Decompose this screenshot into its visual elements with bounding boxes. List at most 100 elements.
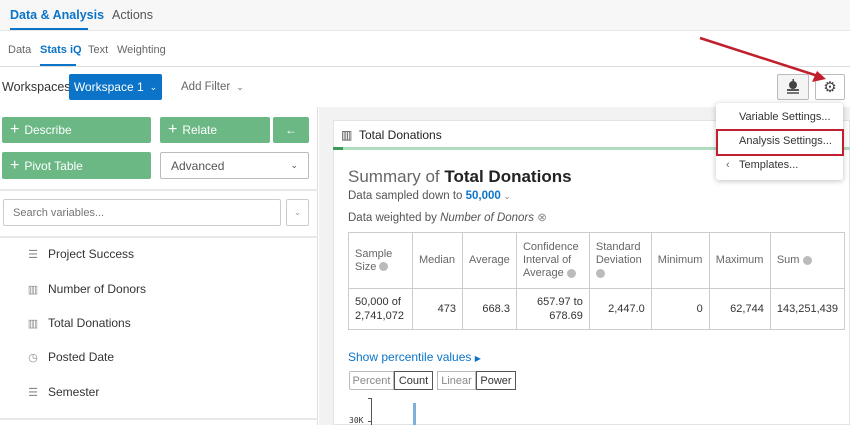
sampled-line: Data sampled down to 50,000 ⌄: [348, 190, 511, 202]
top-nav: Data & Analysis Actions: [0, 0, 850, 31]
workspace-label: Workspace 1: [73, 80, 144, 94]
table-row: 50,000 of 2,741,072 473 668.3 657.97 to …: [348, 288, 846, 330]
cell-minimum: 0: [650, 288, 710, 330]
subtab-data[interactable]: Data: [8, 44, 32, 56]
gear-icon: ⚙: [823, 79, 837, 96]
header-maximum: Maximum: [708, 232, 771, 289]
pivot-table-label: Pivot Table: [24, 158, 83, 173]
highlight-box: [716, 129, 844, 156]
collapse-arrow-button[interactable]: ←: [273, 117, 309, 143]
weight-variable: Number of Donors: [440, 212, 535, 224]
remove-weight-icon[interactable]: ⊗: [537, 212, 547, 224]
menu-item-analysis-settings[interactable]: Analysis Settings...: [739, 135, 832, 147]
search-options-button[interactable]: ⌄: [286, 199, 309, 226]
describe-button[interactable]: + Describe: [2, 117, 151, 143]
show-percentile-link[interactable]: Show percentile values ▶: [348, 350, 481, 364]
chevron-down-icon: ⌄: [149, 81, 158, 92]
summary-table: Sample Size Median Average Confidence In…: [348, 232, 846, 330]
advanced-select[interactable]: Advanced ⌄: [160, 152, 309, 179]
search-variables-input[interactable]: [3, 199, 281, 226]
apple-books-icon: [787, 79, 799, 94]
sampled-prefix: Data sampled down to: [348, 190, 466, 202]
variable-item-semester[interactable]: ☰ Semester: [26, 385, 99, 399]
variable-item-posted-date[interactable]: ◷ Posted Date: [26, 350, 114, 364]
cell-sample-size: 50,000 of 2,741,072: [348, 288, 413, 330]
cell-median: 473: [411, 288, 463, 330]
chevron-down-icon: ⌄: [293, 207, 302, 217]
header-average: Average: [461, 232, 517, 289]
percentile-link-label: Show percentile values: [348, 350, 472, 364]
relate-button[interactable]: + Relate: [160, 117, 270, 143]
settings-menu: Variable Settings... Analysis Settings..…: [716, 103, 843, 180]
menu-item-templates[interactable]: Templates...: [739, 159, 799, 171]
info-icon[interactable]: [566, 268, 576, 278]
plus-icon: +: [10, 156, 20, 174]
sub-nav: Data Stats iQ Text Weighting: [0, 31, 850, 67]
header-minimum: Minimum: [650, 232, 710, 289]
plus-icon: +: [168, 121, 178, 138]
subtab-weighting[interactable]: Weighting: [117, 44, 166, 56]
sample-size-dropdown[interactable]: 50,000: [465, 190, 501, 202]
menu-item-variable-settings[interactable]: Variable Settings...: [739, 111, 831, 123]
divider: [0, 236, 318, 238]
cell-sum: 143,251,439: [769, 288, 846, 330]
variable-item-number-of-donors[interactable]: ▥ Number of Donors: [26, 282, 146, 296]
chart-y-axis: [371, 398, 372, 425]
divider: [0, 189, 318, 191]
summary-heading: Summary of Total Donations: [348, 167, 572, 187]
pivot-table-button[interactable]: + Pivot Table: [2, 152, 151, 179]
workspaces-label: Workspaces:: [2, 80, 75, 94]
chart-axis-tick: [368, 398, 372, 399]
chevron-down-icon: ⌄: [500, 191, 511, 201]
header-standard-deviation: Standard Deviation: [588, 232, 652, 289]
list-icon: ☰: [28, 386, 38, 399]
subtab-text[interactable]: Text: [88, 44, 109, 56]
add-filter-label: Add Filter: [181, 81, 231, 93]
variable-item-project-success[interactable]: ☰ Project Success: [26, 247, 134, 261]
list-icon: ☰: [28, 248, 38, 261]
clock-icon: ◷: [28, 351, 38, 364]
workspace-dropdown[interactable]: Workspace 1 ⌄: [69, 74, 162, 100]
describe-label: Describe: [24, 123, 72, 137]
relate-label: Relate: [182, 123, 218, 137]
linear-toggle[interactable]: Linear: [437, 371, 476, 390]
bar-chart-icon: ▥: [27, 283, 39, 296]
info-icon[interactable]: [379, 262, 389, 272]
percent-toggle[interactable]: Percent: [349, 371, 394, 390]
variable-label: Semester: [48, 385, 100, 399]
plus-icon: +: [10, 121, 20, 138]
card-progress: [333, 147, 850, 150]
variable-item-total-donations[interactable]: ▥ Total Donations: [26, 316, 131, 330]
weighted-prefix: Data weighted by: [348, 212, 441, 224]
chevron-down-icon: ⌄: [290, 160, 298, 170]
power-toggle[interactable]: Power: [476, 371, 516, 390]
cell-standard-deviation: 2,447.0: [588, 288, 652, 330]
add-filter-button[interactable]: Add Filter ⌄: [181, 74, 244, 100]
info-icon[interactable]: [802, 255, 812, 265]
bar-chart-icon: ▥: [341, 128, 353, 142]
histogram-bar: [413, 403, 416, 425]
header-confidence-interval: Confidence Interval of Average: [515, 232, 590, 289]
header-sum: Sum: [769, 232, 846, 289]
active-tab-underline: [10, 28, 88, 30]
variable-label: Project Success: [48, 247, 135, 261]
tab-data-analysis[interactable]: Data & Analysis: [10, 8, 105, 22]
summary-variable: Total Donations: [444, 167, 572, 186]
caret-right-icon: ▶: [474, 354, 481, 363]
bar-chart-icon: ▥: [27, 317, 39, 330]
tab-actions[interactable]: Actions: [112, 8, 153, 22]
weighted-line: Data weighted by Number of Donors ⊗: [348, 210, 547, 224]
card-title: Total Donations: [359, 128, 442, 142]
header-median: Median: [411, 232, 463, 289]
y-tick-label: 30K: [349, 416, 364, 425]
stats-guide-button[interactable]: [777, 74, 809, 100]
subtab-stats-iq[interactable]: Stats iQ: [40, 44, 82, 56]
summary-prefix: Summary of: [348, 167, 445, 186]
cell-confidence-interval: 657.97 to 678.69: [515, 288, 590, 330]
info-icon[interactable]: [595, 268, 605, 278]
divider: [0, 418, 318, 420]
cell-average: 668.3: [461, 288, 517, 330]
settings-button[interactable]: ⚙: [815, 74, 845, 100]
advanced-label: Advanced: [171, 158, 225, 173]
count-toggle[interactable]: Count: [394, 371, 433, 390]
